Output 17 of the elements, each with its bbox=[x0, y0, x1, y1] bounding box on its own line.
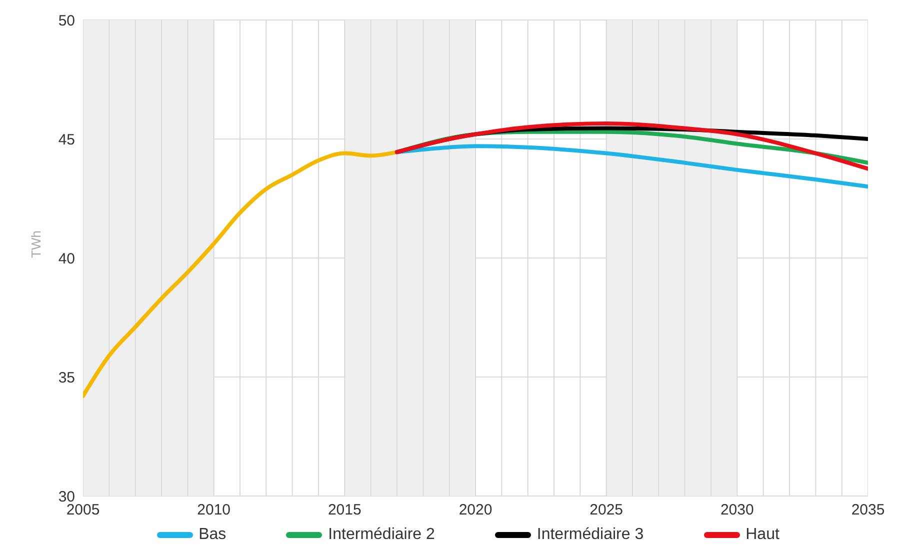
x-tick-label: 2015 bbox=[328, 502, 362, 519]
legend-label: Intermédiaire 3 bbox=[536, 526, 644, 544]
x-tick-label: 2025 bbox=[590, 502, 624, 519]
line-series bbox=[395, 122, 868, 171]
x-tick-label: 2010 bbox=[197, 502, 231, 519]
y-tick-label: 50 bbox=[58, 12, 75, 30]
x-tick-label: 2030 bbox=[720, 502, 754, 519]
y-tick-label: 45 bbox=[58, 131, 75, 148]
y-axis-title: TWh bbox=[28, 230, 44, 258]
line-series bbox=[83, 150, 399, 398]
y-tick-label: 35 bbox=[58, 369, 75, 386]
legend-label: Bas bbox=[198, 526, 226, 544]
legend-label: Intermédiaire 2 bbox=[327, 526, 435, 544]
x-tick-label: 2035 bbox=[851, 502, 885, 519]
y-tick-label: 40 bbox=[58, 250, 75, 268]
x-tick-label: 2020 bbox=[458, 502, 492, 519]
legend-label: Haut bbox=[744, 526, 780, 544]
